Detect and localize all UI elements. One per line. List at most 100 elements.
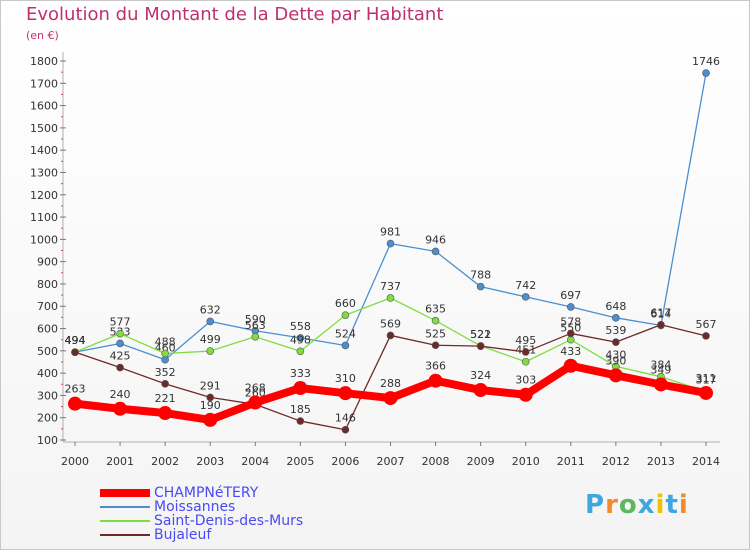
data-label: 349: [650, 363, 671, 376]
y-tick-label: 200: [37, 412, 58, 425]
data-point: [71, 348, 79, 356]
data-point: [206, 393, 215, 402]
logo-letter: r: [605, 490, 619, 520]
data-point: [612, 338, 620, 346]
data-point: [161, 380, 169, 388]
legend-label: CHAMPNéTERY: [154, 485, 259, 501]
data-label: 558: [290, 320, 311, 333]
data-point: [113, 401, 128, 416]
data-label: 488: [155, 335, 176, 348]
legend-label: Bujaleuf: [154, 527, 212, 543]
data-label: 981: [380, 226, 401, 239]
data-label: 433: [560, 345, 581, 358]
data-point: [566, 303, 575, 311]
data-label: 590: [245, 313, 266, 326]
y-tick-label: 100: [37, 434, 58, 447]
data-label: 1746: [692, 55, 720, 68]
data-label: 648: [605, 300, 626, 313]
x-tick-label: 2001: [106, 455, 134, 468]
data-point: [428, 373, 443, 388]
data-point: [521, 293, 530, 301]
x-tick-label: 2012: [602, 455, 630, 468]
data-label: 632: [200, 303, 221, 316]
data-point: [518, 387, 533, 402]
data-point: [386, 294, 395, 302]
data-point: [521, 357, 530, 366]
data-point: [383, 391, 398, 406]
data-point: [702, 332, 710, 340]
data-label: 617: [650, 307, 671, 320]
data-label: 317: [696, 374, 717, 387]
x-tick-label: 2011: [557, 455, 585, 468]
data-label: 146: [335, 412, 356, 425]
data-label: 352: [155, 366, 176, 379]
y-tick-label: 600: [37, 323, 58, 336]
data-point: [206, 347, 215, 355]
x-tick-label: 2010: [512, 455, 540, 468]
data-label: 524: [335, 327, 356, 340]
data-label: 539: [605, 324, 626, 337]
y-tick-label: 1100: [30, 211, 58, 224]
data-label: 577: [110, 316, 131, 329]
legend-swatch: [100, 528, 150, 542]
x-tick-label: 2009: [467, 455, 495, 468]
data-point: [116, 363, 124, 372]
y-tick-label: 900: [37, 256, 58, 269]
data-label: 324: [470, 369, 491, 382]
x-tick-label: 2007: [377, 455, 405, 468]
x-tick-label: 2004: [241, 455, 269, 468]
x-tick-label: 2002: [151, 455, 179, 468]
data-label: 567: [696, 318, 717, 331]
data-point: [248, 395, 263, 410]
data-label: 303: [515, 374, 536, 387]
data-point: [612, 314, 620, 322]
data-label: 525: [425, 327, 446, 340]
data-label: 521: [470, 328, 491, 341]
data-point: [653, 377, 668, 392]
y-tick-label: 400: [37, 367, 58, 380]
data-point: [158, 406, 173, 421]
data-label: 550: [560, 322, 581, 335]
data-label: 425: [110, 350, 131, 363]
y-tick-label: 1600: [30, 100, 58, 113]
data-label: 310: [335, 372, 356, 385]
data-label: 268: [245, 382, 266, 395]
data-label: 390: [605, 354, 626, 367]
data-label: 263: [65, 383, 86, 396]
data-label: 190: [200, 399, 221, 412]
data-point: [563, 358, 578, 373]
data-point: [657, 320, 665, 329]
data-point: [68, 396, 82, 411]
data-label: 494: [65, 334, 86, 347]
data-point: [206, 317, 215, 326]
data-point: [476, 282, 485, 291]
data-point: [203, 412, 218, 427]
data-point: [116, 339, 124, 348]
data-point: [296, 347, 305, 356]
data-point: [386, 239, 395, 248]
legend-swatch: [100, 514, 150, 528]
legend-swatch: [100, 486, 150, 500]
data-point: [431, 341, 440, 350]
data-label: 498: [290, 333, 311, 346]
data-label: 563: [245, 319, 266, 332]
data-label: 499: [200, 333, 221, 346]
x-tick-label: 2000: [61, 455, 89, 468]
logo-letter: o: [618, 490, 638, 520]
x-tick-label: 2006: [331, 455, 359, 468]
data-label: 495: [515, 334, 536, 347]
logo-letter: i: [655, 490, 666, 520]
x-tick-label: 2003: [196, 455, 224, 468]
data-label: 614: [650, 307, 671, 320]
data-label: 578: [560, 315, 581, 328]
data-point: [293, 381, 308, 396]
data-label: 260: [245, 386, 266, 399]
data-label: 946: [425, 233, 446, 246]
data-point: [341, 341, 350, 350]
data-label: 185: [290, 403, 311, 416]
logo-letter: x: [637, 490, 656, 520]
y-tick-label: 1700: [30, 77, 58, 90]
data-label: 430: [605, 348, 626, 361]
x-tick-label: 2008: [422, 455, 450, 468]
data-point: [251, 332, 260, 341]
